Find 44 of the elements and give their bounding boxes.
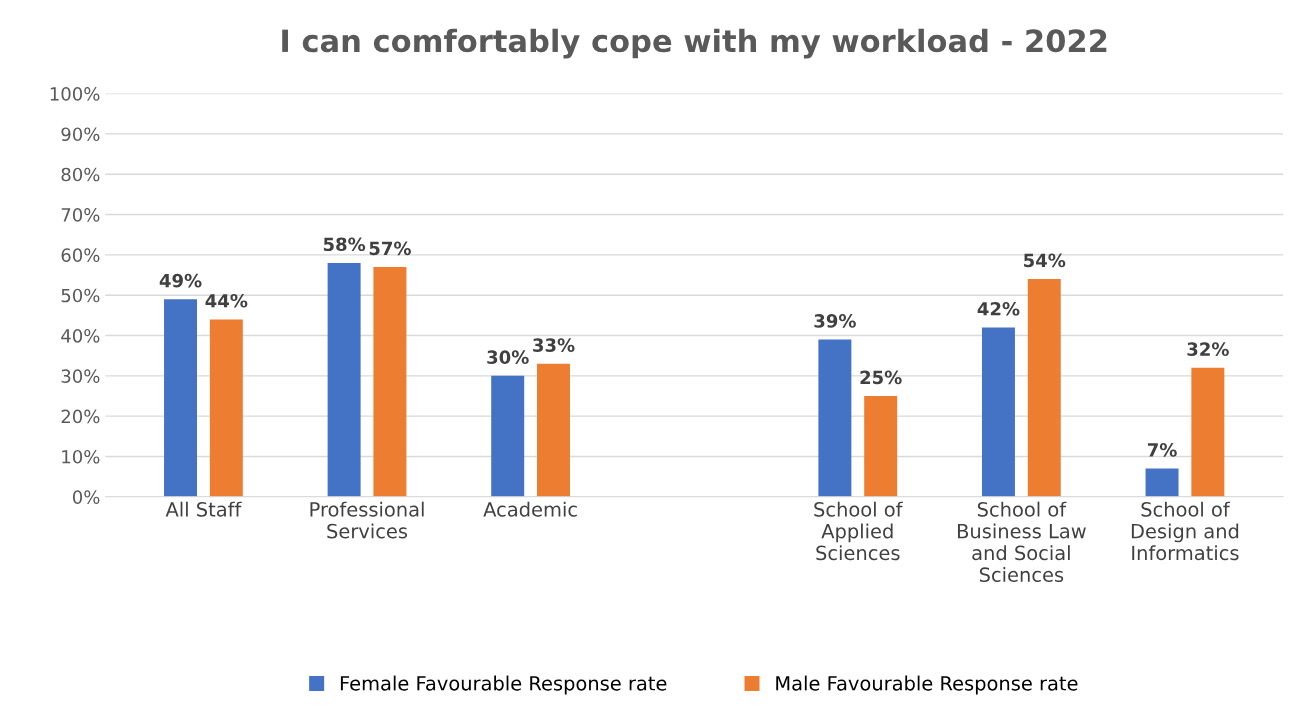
y-tick-label: 0% — [72, 490, 100, 504]
data-label: 32% — [1187, 342, 1229, 356]
y-tick-label: 80% — [61, 167, 100, 182]
bar — [373, 266, 407, 497]
bar — [327, 262, 361, 497]
x-tick-label: School of Business Law and Social Sciences — [957, 501, 1086, 583]
data-label: 54% — [1024, 253, 1066, 268]
data-label: 33% — [533, 338, 575, 352]
x-tick-label: School of Design and Informatics — [1131, 501, 1239, 561]
bar — [209, 319, 243, 497]
bar — [1027, 279, 1061, 497]
bar — [818, 339, 852, 497]
x-tick-label: All Staff — [165, 501, 242, 517]
y-tick-label: 70% — [61, 208, 100, 222]
y-tick-label: 60% — [61, 248, 100, 262]
bar — [537, 363, 570, 497]
y-tick-label: 10% — [62, 449, 100, 464]
y-tick-label: 50% — [61, 288, 100, 303]
x-tick-label: Professional Services — [310, 501, 424, 539]
data-label: 58% — [323, 237, 366, 252]
legend-label: Male Favourable Response rate — [776, 675, 1078, 695]
x-tick-label: School of Applied Sciences — [814, 501, 903, 561]
bar — [981, 327, 1015, 497]
x-tick-label: Academic — [483, 501, 577, 517]
data-label: 7% — [1147, 443, 1177, 457]
data-label: 44% — [205, 293, 248, 308]
data-label: 39% — [814, 314, 856, 328]
y-tick-label: 20% — [61, 409, 100, 424]
data-label: 30% — [487, 350, 529, 365]
chart-title: I can comfortably cope with my workload - 2022 — [282, 28, 1107, 59]
bar — [864, 396, 898, 497]
y-tick-label: 100% — [50, 87, 100, 101]
y-tick-label: 40% — [61, 328, 100, 343]
bar — [491, 375, 525, 497]
bar — [1191, 367, 1225, 497]
bar — [1145, 468, 1179, 497]
data-label: 25% — [860, 370, 902, 385]
data-label: 42% — [977, 301, 1020, 316]
legend-label: Female Favourable Response rate — [340, 675, 667, 695]
y-tick-label: 30% — [61, 369, 100, 383]
y-tick-label: 90% — [61, 127, 100, 142]
data-label: 49% — [159, 273, 202, 288]
bar — [164, 299, 198, 497]
data-label: 57% — [369, 241, 411, 256]
